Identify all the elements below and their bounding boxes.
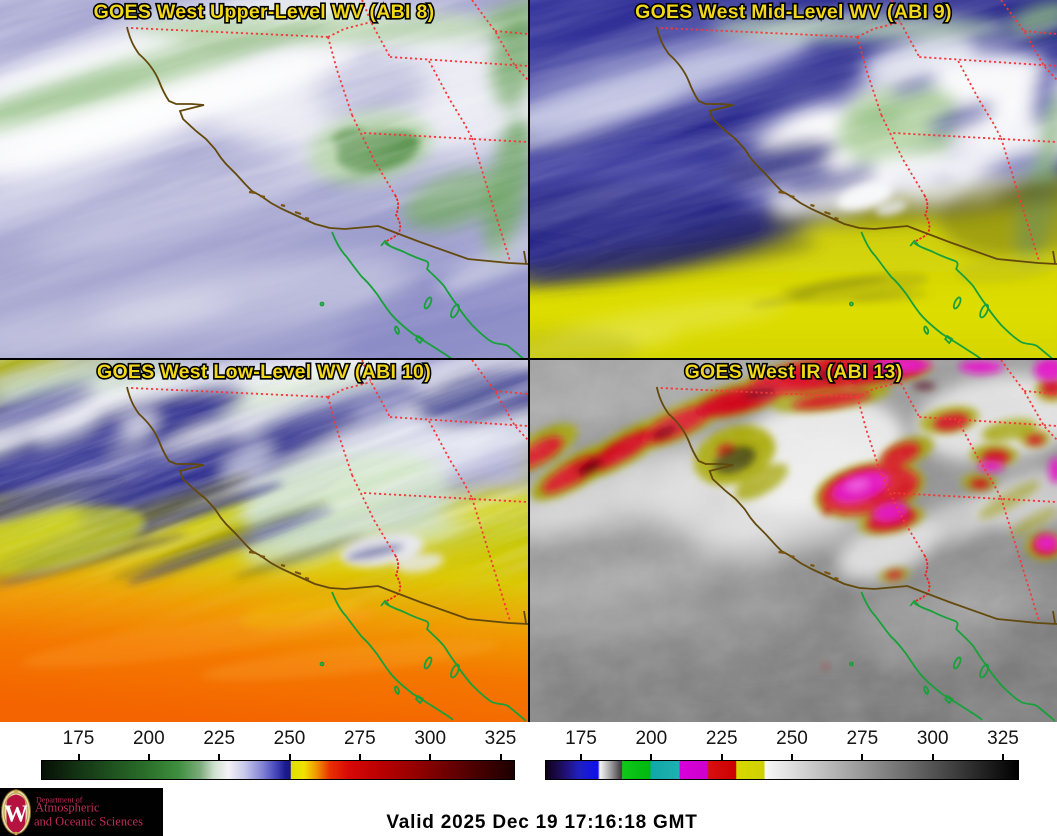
svg-text:and Oceanic Sciences: and Oceanic Sciences bbox=[34, 815, 143, 829]
svg-text:W: W bbox=[4, 802, 28, 828]
svg-text:Atmospheric: Atmospheric bbox=[35, 801, 100, 815]
svg-text:GOES West Low-Level WV (ABI 10: GOES West Low-Level WV (ABI 10) bbox=[97, 361, 431, 383]
svg-text:GOES West Mid-Level WV (ABI 9): GOES West Mid-Level WV (ABI 9) bbox=[635, 1, 952, 23]
svg-text:Department of: Department of bbox=[36, 796, 83, 805]
svg-text:GOES West Upper-Level WV (ABI: GOES West Upper-Level WV (ABI 8) bbox=[94, 1, 435, 23]
svg-text:GOES West IR (ABI 13): GOES West IR (ABI 13) bbox=[685, 361, 903, 383]
